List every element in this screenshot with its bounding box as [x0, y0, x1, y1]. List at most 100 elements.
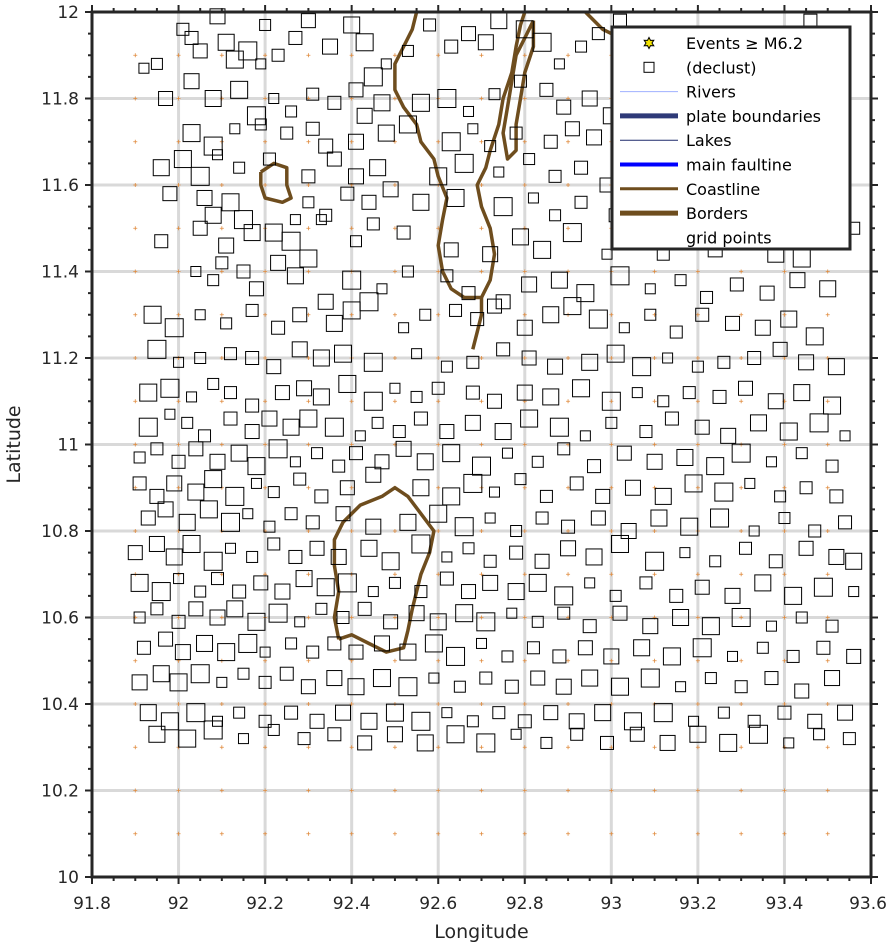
grid-point-marker [522, 226, 527, 231]
event-marker [357, 601, 372, 616]
event-marker [230, 80, 249, 99]
event-marker [258, 675, 272, 689]
event-marker [194, 309, 206, 321]
event-marker [207, 377, 220, 390]
grid-point-marker [219, 183, 224, 187]
event-marker [577, 640, 593, 656]
event-marker [369, 159, 387, 177]
event-marker [431, 381, 445, 395]
grid-point-marker [133, 399, 138, 404]
event-marker [709, 555, 722, 568]
event-marker [654, 487, 672, 505]
event-marker [595, 488, 611, 504]
event-marker [443, 242, 459, 258]
event-marker [754, 319, 771, 336]
event-marker [664, 411, 679, 426]
grid-point-marker [349, 615, 354, 620]
event-marker [676, 448, 694, 466]
grid-point-marker [133, 485, 138, 490]
event-marker [160, 378, 180, 398]
grid-point-marker [566, 788, 571, 793]
grid-point-marker [739, 312, 744, 317]
event-marker [267, 537, 281, 551]
event-marker [586, 129, 603, 146]
grid-point-marker [522, 831, 527, 836]
event-marker [363, 352, 383, 372]
x-tick-label: 92.2 [246, 894, 284, 914]
event-marker [132, 476, 147, 491]
event-marker [280, 126, 294, 140]
event-marker [336, 611, 350, 624]
event-marker [150, 602, 164, 616]
event-marker [218, 237, 235, 254]
grid-point-marker [609, 356, 614, 360]
grid-point-marker [782, 312, 787, 317]
event-marker [312, 388, 330, 406]
grid-point-marker [436, 269, 441, 274]
event-marker [285, 105, 298, 118]
event-marker [246, 106, 266, 126]
event-marker [569, 476, 584, 491]
grid-point-marker [349, 442, 354, 447]
event-marker [359, 292, 379, 312]
event-marker [413, 411, 428, 426]
event-marker [203, 551, 223, 571]
event-marker [216, 676, 228, 688]
grid-point-marker [349, 485, 354, 490]
grid-point-marker [306, 529, 311, 533]
event-marker [377, 124, 395, 142]
event-marker [274, 385, 290, 401]
event-marker [198, 429, 212, 443]
event-marker [230, 444, 248, 462]
event-marker [411, 534, 431, 554]
grid-point-marker [176, 139, 181, 144]
grid-point-marker [825, 831, 830, 836]
event-marker [561, 519, 576, 534]
event-marker [171, 454, 186, 469]
event-marker [495, 294, 511, 310]
event-marker [259, 18, 272, 31]
grid-point-marker [436, 831, 441, 836]
x-axis-label: Longitude [434, 921, 529, 942]
event-marker [805, 327, 824, 346]
event-marker [332, 459, 346, 473]
grid-point-marker [263, 442, 268, 447]
y-tick-label: 11 [57, 436, 79, 456]
grid-point-marker [739, 399, 744, 404]
event-marker [819, 280, 837, 298]
grid-point-marker [263, 53, 268, 58]
grid-point-marker [652, 788, 657, 793]
grid-point-marker [609, 831, 614, 836]
event-marker [266, 359, 282, 375]
x-tick-labels: 91.8 92 92.2 92.4 92.6 92.8 93 93.2 93.4 93.6 [73, 894, 887, 914]
grid-point-marker [392, 831, 397, 836]
event-marker [623, 712, 642, 731]
event-marker [204, 470, 223, 489]
event-marker [606, 344, 625, 363]
event-marker [476, 612, 496, 632]
event-marker [306, 645, 320, 659]
grid-point-marker [349, 529, 354, 533]
event-marker [463, 473, 483, 493]
event-marker [199, 500, 218, 519]
legend[interactable]: Events ≥ M6.2 (declust) Rivers plate bound… [610, 25, 852, 251]
grid-point-marker [133, 442, 138, 447]
event-marker [411, 711, 431, 731]
event-marker [136, 640, 151, 655]
grid-point-marker [522, 183, 527, 187]
grid-point-marker [219, 312, 224, 317]
event-marker [624, 479, 641, 496]
grid-point-marker [219, 831, 224, 836]
event-marker [710, 508, 730, 528]
event-marker [824, 670, 841, 687]
grid-point-marker [825, 485, 830, 490]
event-marker [645, 551, 665, 571]
event-marker [813, 577, 833, 597]
event-marker [367, 586, 379, 598]
grid-point-marker [825, 312, 830, 317]
grid-point-marker [566, 529, 571, 533]
grid-point-marker [436, 442, 441, 447]
event-marker [315, 214, 327, 226]
event-marker [309, 713, 325, 729]
grid-point-marker [782, 529, 787, 533]
